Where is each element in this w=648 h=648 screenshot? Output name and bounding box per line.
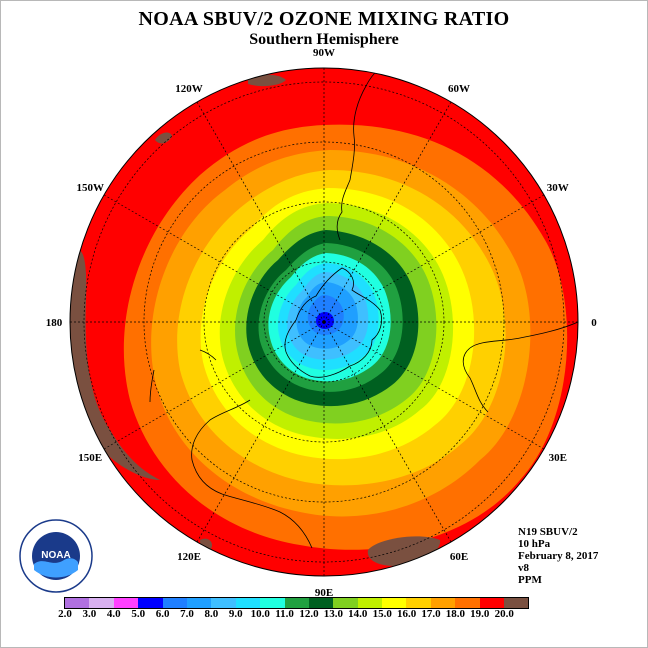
colorbar-tick-label: 13.0	[323, 608, 344, 620]
colorbar-tick-label: 9.0	[228, 608, 243, 620]
colorbar-tick-label: 5.0	[131, 608, 146, 620]
colorbar-tick-label: 7.0	[180, 608, 194, 620]
colorbar-tick-label: 6.0	[155, 608, 170, 620]
high-west-pacific	[155, 132, 172, 144]
info-panel: N19 SBUV/2 10 hPa February 8, 2017 v8 PP…	[518, 526, 598, 586]
longitude-label: 30W	[547, 182, 569, 194]
colorbar-tick-label: 19.0	[470, 608, 490, 620]
version-label: v8	[518, 562, 529, 574]
colorbar-swatch	[406, 598, 431, 608]
colorbar-swatch	[113, 598, 139, 608]
longitude-label: 90W	[313, 47, 335, 59]
colorbar-swatch	[430, 598, 456, 608]
colorbar-tick-label: 2.0	[58, 608, 72, 620]
colorbar-swatch	[186, 598, 212, 608]
colorbar-tick-label: 16.0	[396, 608, 417, 620]
satellite-label: N19 SBUV/2	[518, 526, 578, 538]
noaa-logo: NOAA	[19, 519, 93, 593]
page-title: NOAA SBUV/2 OZONE MIXING RATIO	[138, 8, 510, 30]
colorbar-tick-label: 17.0	[421, 608, 441, 620]
longitude-label: 30E	[549, 452, 567, 464]
colorbar-tick-label: 10.0	[250, 608, 270, 620]
longitude-label: 150E	[78, 452, 102, 464]
longitude-label: 0	[591, 317, 597, 329]
colorbar-swatch	[260, 598, 285, 608]
colorbar-tick-label: 12.0	[299, 608, 319, 620]
noaa-logo-text: NOAA	[41, 550, 70, 561]
colorbar-swatch	[211, 598, 236, 608]
longitude-label: 150W	[76, 182, 104, 194]
colorbar-tick-label: 3.0	[82, 608, 97, 620]
colorbar-swatch	[138, 598, 163, 608]
coastline-africa	[462, 321, 578, 413]
longitude-label: 180	[46, 317, 63, 329]
page-subtitle: Southern Hemisphere	[249, 31, 399, 48]
colorbar-tick-label: 14.0	[348, 608, 368, 620]
colorbar-swatch	[65, 598, 90, 608]
longitude-label: 120W	[175, 83, 203, 95]
colorbar-swatch	[504, 598, 529, 608]
coastline-australia	[191, 399, 313, 549]
pressure-level-label: 10 hPa	[518, 538, 551, 550]
longitude-label: 60E	[450, 551, 468, 563]
longitude-label: 90E	[315, 587, 333, 599]
colorbar-tick-label: 11.0	[275, 608, 294, 620]
colorbar-swatch	[479, 598, 505, 608]
longitude-label: 120E	[177, 551, 201, 563]
colorbar-tick-label: 20.0	[494, 608, 514, 620]
colorbar-swatch	[235, 598, 261, 608]
colorbar-swatch	[455, 598, 480, 608]
colorbar	[64, 597, 530, 609]
colorbar-swatch	[284, 598, 309, 608]
colorbar-swatch	[308, 598, 334, 608]
colorbar-swatch	[89, 598, 114, 608]
date-label: February 8, 2017	[518, 550, 599, 562]
colorbar-tick-label: 4.0	[106, 608, 121, 620]
coastline-antarctica	[284, 267, 382, 378]
colorbar-swatch	[333, 598, 358, 608]
graticule	[70, 68, 578, 576]
longitude-labels: 0 30E 60E 90E 120E 150E 180 150W 120W 90W 60W 30W	[46, 47, 598, 599]
coastline-south-america	[336, 68, 381, 241]
colorbar-tick-label: 8.0	[204, 608, 219, 620]
colorbar-swatch	[162, 598, 187, 608]
colorbar-tick-label: 15.0	[372, 608, 392, 620]
units-label: PPM	[518, 574, 542, 586]
longitude-label: 60W	[448, 83, 470, 95]
colorbar-swatch	[382, 598, 407, 608]
colorbar-swatch	[357, 598, 383, 608]
colorbar-tick-label: 18.0	[445, 608, 466, 620]
high-south-america	[248, 74, 286, 87]
